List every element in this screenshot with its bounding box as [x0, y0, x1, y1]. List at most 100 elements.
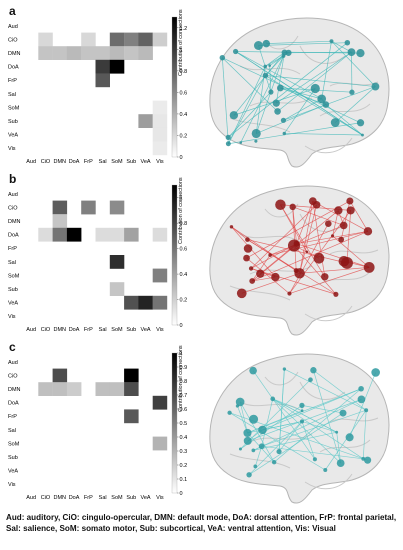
- row-label: FrP: [8, 78, 17, 84]
- column-label: DMN: [53, 159, 66, 165]
- column-label: Aud: [26, 327, 36, 333]
- brain-edge: [251, 254, 271, 282]
- column-label: VeA: [141, 327, 151, 333]
- matrix-cell: [152, 295, 168, 310]
- panel-letter: b: [9, 172, 17, 186]
- matrix-cell: [52, 200, 68, 215]
- brain-node: [251, 448, 256, 453]
- brain-edge: [296, 243, 370, 268]
- row-label: Aud: [8, 360, 18, 366]
- row-label: FrP: [8, 414, 17, 420]
- brain-edge: [231, 226, 276, 278]
- matrix-cell: [124, 382, 139, 396]
- brain-node: [330, 234, 335, 238]
- colorbar-tick-label: 1: [180, 47, 183, 53]
- matrix-cell: [138, 46, 153, 60]
- brain-sulcus: [229, 453, 291, 469]
- panel-letter: a: [9, 4, 16, 18]
- brain-node: [310, 83, 320, 94]
- brain-node: [339, 221, 348, 230]
- brain-edge: [266, 40, 332, 44]
- brain-node: [334, 206, 343, 215]
- row-label: DoA: [8, 65, 19, 71]
- matrix-cell: [138, 295, 153, 310]
- colorbar: [171, 16, 178, 158]
- brain-node: [229, 225, 234, 229]
- brain-edge: [258, 42, 348, 46]
- colorbar-tick-label: 0.7: [180, 393, 188, 399]
- column-label: DMN: [53, 495, 66, 501]
- brain-node: [249, 366, 257, 375]
- brain-node: [270, 396, 276, 402]
- brain-node: [346, 197, 354, 205]
- colorbar-tick-label: 0.2: [180, 133, 188, 139]
- brain-edge: [283, 86, 376, 121]
- row-label: SoM: [8, 441, 20, 447]
- brain-edge: [334, 86, 376, 123]
- column-label: Aud: [26, 159, 36, 165]
- matrix-cell: [109, 46, 125, 60]
- brain-edge: [284, 133, 363, 136]
- colorbar-tick-label: 0.6: [180, 90, 188, 96]
- panel-c: c Aud Aud CiO CiO DMN DMN DoA DoA FrP FrP Sal Sal So…: [0, 340, 403, 510]
- matrix-cell: [52, 46, 68, 60]
- brain-edge: [299, 201, 314, 274]
- brain-node: [276, 449, 282, 455]
- brain-node: [299, 419, 305, 424]
- colorbar-tick-label: 1.2: [180, 26, 188, 32]
- brain-node: [274, 108, 281, 115]
- brain-node: [322, 101, 330, 108]
- brain-node: [236, 288, 247, 299]
- row-label: Sub: [8, 287, 18, 293]
- matrix-cell: [52, 214, 68, 228]
- brain-edge: [227, 91, 272, 138]
- matrix-cell: [95, 59, 110, 74]
- brain-node: [271, 459, 277, 465]
- colorbar: [171, 184, 178, 326]
- panel-letter: c: [9, 340, 16, 354]
- colorbar-title: Contribution of connections: [178, 345, 184, 412]
- brain-node: [330, 118, 340, 127]
- brain-sulcus: [319, 439, 371, 453]
- brain-edge: [321, 41, 332, 99]
- brain-sulcus: [329, 249, 379, 255]
- brain-edge: [233, 52, 285, 116]
- connection-matrix-c: AudAudCiOCiODMNDMNDoADoAFrPFrPSalSalSoMS…: [8, 351, 390, 504]
- colorbar-tick-label: 0.4: [180, 112, 188, 118]
- brain-node: [262, 72, 269, 79]
- matrix-cell: [109, 255, 125, 269]
- brain-edge: [278, 369, 285, 452]
- brain-edge: [324, 410, 367, 471]
- brain-edge: [262, 421, 303, 431]
- brain-node: [308, 197, 317, 206]
- brain-node: [235, 397, 245, 407]
- brain-node: [254, 139, 258, 143]
- brain-node: [285, 49, 292, 56]
- column-label: DoA: [69, 327, 80, 333]
- matrix-cell: [38, 382, 53, 396]
- brain-node: [225, 134, 231, 140]
- brain-edge: [229, 412, 326, 471]
- brain-node: [249, 278, 256, 284]
- matrix-cell: [109, 59, 125, 74]
- brain-node: [258, 443, 265, 450]
- brain-node: [232, 48, 239, 55]
- matrix-cell: [124, 32, 139, 47]
- matrix-cell: [124, 227, 139, 242]
- brain-edge: [312, 201, 326, 277]
- brain-node: [325, 220, 332, 227]
- brain-node: [344, 39, 351, 46]
- colorbar-tick-label: 1: [180, 196, 183, 202]
- colorbar-tick-label: 0.1: [180, 477, 188, 483]
- row-label: Vis: [8, 482, 16, 488]
- brain-node: [243, 244, 253, 253]
- brain-edge: [332, 235, 370, 268]
- colorbar-tick-label: 0: [180, 323, 183, 329]
- brain-edge: [222, 57, 278, 112]
- matrix-cell: [52, 382, 68, 396]
- row-label: DoA: [8, 233, 19, 239]
- brain-edge: [221, 57, 229, 144]
- brain-edge: [246, 257, 290, 294]
- matrix-cell: [38, 227, 53, 242]
- row-label: Aud: [8, 192, 18, 198]
